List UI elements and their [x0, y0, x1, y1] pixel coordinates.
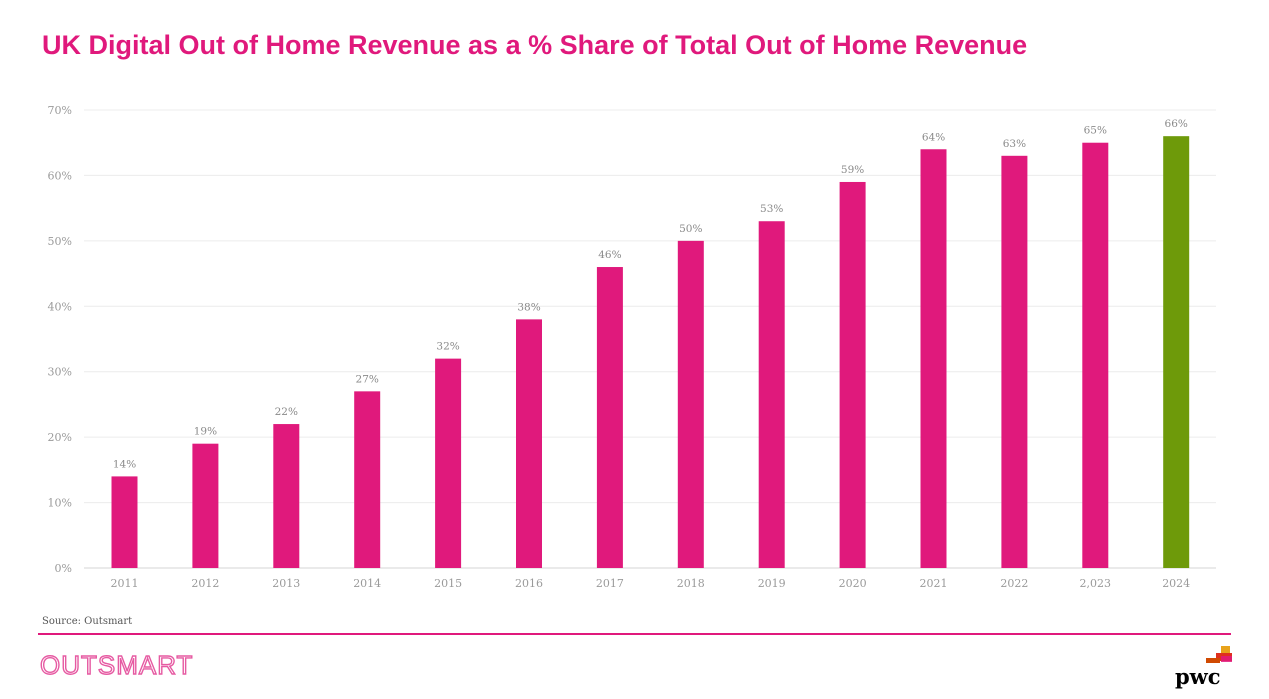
data-label: 59% — [841, 164, 864, 176]
bar-2013 — [273, 424, 300, 568]
data-label: 66% — [1165, 118, 1188, 130]
x-axis: 2011 2012 2013 2014 2015 2016 2017 2018 2019 2020… — [111, 577, 1191, 590]
bar-2017 — [596, 267, 623, 568]
x-tick-label: 2015 — [434, 577, 462, 590]
data-label: 64% — [922, 131, 945, 143]
data-label: 14% — [113, 458, 136, 470]
bar-2021 — [920, 149, 947, 568]
bar-2015 — [435, 358, 462, 568]
footer-divider — [38, 633, 1231, 635]
y-tick-label: 70% — [48, 104, 72, 117]
y-tick-label: 0% — [55, 562, 72, 575]
data-label: 19% — [194, 426, 217, 438]
data-label: 63% — [1003, 138, 1026, 150]
bar-2014 — [354, 391, 381, 568]
outsmart-logo-text: OUTSMART — [39, 649, 194, 680]
data-label: 22% — [275, 406, 298, 418]
bar-2024 — [1163, 136, 1190, 568]
x-tick-label: 2017 — [596, 577, 624, 590]
y-tick-label: 30% — [48, 366, 72, 379]
x-tick-label: 2021 — [920, 577, 948, 590]
y-tick-label: 20% — [48, 431, 72, 444]
bar-2020 — [839, 181, 866, 568]
y-axis: 0% 10% 20% 30% 40% 50% 60% 70% — [48, 104, 72, 575]
bar-2011 — [111, 476, 138, 568]
x-tick-label: 2020 — [839, 577, 867, 590]
bar-2,023 — [1082, 142, 1109, 568]
x-tick-label: 2014 — [353, 577, 381, 590]
data-label: 50% — [679, 223, 702, 235]
source-note: Source: Outsmart — [42, 616, 133, 627]
x-tick-label: 2,023 — [1080, 577, 1112, 590]
bar-2016 — [516, 319, 542, 568]
y-tick-label: 60% — [48, 169, 72, 182]
outsmart-logo: OUTSMART — [39, 649, 194, 681]
y-tick-label: 50% — [48, 235, 72, 248]
x-tick-label: 2022 — [1000, 577, 1028, 590]
data-labels: 14% 19% 22% 27% 32% 38% 46% 50% 53% 59% 64% 63% 65% 6… — [113, 118, 1188, 470]
x-tick-label: 2013 — [272, 577, 300, 590]
bar-2012 — [192, 443, 219, 568]
bar-2019 — [758, 221, 785, 568]
y-tick-label: 10% — [48, 497, 72, 510]
pwc-logo-text: pwc — [1175, 664, 1221, 689]
data-label: 38% — [517, 301, 540, 313]
grid-lines — [84, 109, 1216, 569]
data-label: 32% — [436, 341, 459, 353]
x-tick-label: 2012 — [191, 577, 219, 590]
bar-2018 — [677, 240, 704, 568]
x-tick-label: 2024 — [1162, 577, 1190, 590]
bar-chart: 0% 10% 20% 30% 40% 50% 60% 70% 14% 19% 22% 27% 32% 3… — [48, 104, 1216, 590]
bars — [111, 136, 1190, 569]
chart-title: UK Digital Out of Home Revenue as a % Sh… — [42, 30, 1028, 60]
y-tick-label: 40% — [48, 300, 72, 313]
pwc-mark-icon — [1206, 646, 1232, 663]
x-tick-label: 2018 — [677, 577, 705, 590]
pwc-logo: pwc — [1170, 644, 1240, 692]
data-label: 53% — [760, 203, 783, 215]
data-label: 65% — [1084, 125, 1107, 137]
bar-2022 — [1001, 155, 1028, 569]
x-tick-label: 2011 — [111, 577, 139, 590]
data-label: 46% — [598, 249, 621, 261]
data-label: 27% — [356, 373, 379, 385]
x-tick-label: 2016 — [515, 577, 543, 590]
x-tick-label: 2019 — [758, 577, 786, 590]
